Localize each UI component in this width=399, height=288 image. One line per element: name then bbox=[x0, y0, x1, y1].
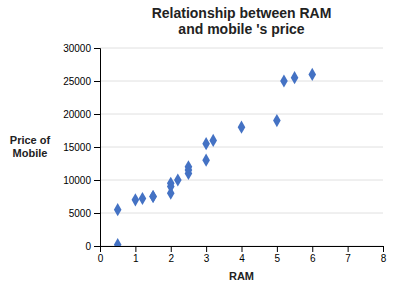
y-tick: 25000 bbox=[63, 76, 100, 87]
point bbox=[174, 173, 182, 186]
grid-line bbox=[100, 180, 383, 181]
grid-line bbox=[100, 213, 383, 214]
x-tick-label: 4 bbox=[239, 253, 245, 264]
point bbox=[209, 134, 217, 147]
x-tick-mark bbox=[135, 246, 136, 252]
x-tick: 8 bbox=[381, 246, 387, 264]
point bbox=[185, 160, 193, 173]
y-axis-title: Price ofMobile bbox=[10, 133, 51, 158]
point bbox=[273, 114, 281, 127]
point bbox=[202, 137, 210, 150]
y-tick-mark bbox=[94, 213, 100, 214]
grid-line bbox=[100, 147, 383, 148]
y-tick: 15000 bbox=[63, 142, 100, 153]
y-tick-label: 30000 bbox=[63, 43, 91, 54]
point bbox=[132, 193, 140, 206]
x-axis-line bbox=[101, 247, 384, 253]
y-tick-label: 25000 bbox=[63, 76, 91, 87]
point bbox=[114, 203, 122, 216]
point bbox=[202, 154, 210, 167]
y-tick: 30000 bbox=[63, 43, 100, 54]
x-tick-label: 5 bbox=[275, 253, 281, 264]
y-tick-mark bbox=[94, 81, 100, 82]
point bbox=[114, 238, 122, 246]
grid bbox=[100, 48, 383, 246]
x-axis-title: RAM bbox=[229, 270, 254, 282]
x-tick-mark bbox=[171, 246, 172, 252]
x-tick-mark bbox=[277, 246, 278, 252]
point bbox=[238, 121, 246, 134]
point bbox=[308, 68, 316, 81]
y-tick: 10000 bbox=[63, 175, 100, 186]
x-tick-mark bbox=[348, 246, 349, 252]
point bbox=[280, 74, 288, 87]
x-axis: 0 1 2 3 4 5 6 7 8 bbox=[98, 246, 387, 264]
y-tick-label: 15000 bbox=[63, 142, 91, 153]
x-tick-label: 1 bbox=[133, 253, 139, 264]
point bbox=[149, 190, 157, 203]
x-tick-mark bbox=[242, 246, 243, 252]
x-tick-mark bbox=[206, 246, 207, 252]
x-tick-label: 2 bbox=[168, 253, 174, 264]
title-line: and mobile 's price bbox=[178, 21, 304, 37]
y-axis-title-line: Price of bbox=[10, 133, 51, 145]
x-tick-label: 3 bbox=[204, 253, 210, 264]
points bbox=[114, 68, 316, 246]
x-tick: 5 bbox=[275, 246, 281, 264]
title: Relationship between RAMand mobile 's pr… bbox=[152, 5, 332, 37]
x-tick: 7 bbox=[345, 246, 351, 264]
x-tick-mark bbox=[383, 246, 384, 252]
x-tick-label: 6 bbox=[310, 253, 316, 264]
x-tick-label: 8 bbox=[381, 253, 387, 264]
grid-line bbox=[100, 81, 383, 82]
y-tick-label: 5000 bbox=[69, 208, 92, 219]
y-tick-mark bbox=[94, 180, 100, 181]
y-axis-line bbox=[94, 49, 101, 247]
title-line: Relationship between RAM bbox=[152, 5, 332, 21]
y-tick-mark bbox=[94, 114, 100, 115]
y-axis: 0 5000 10000 15000 20000 25000 30000 bbox=[63, 43, 100, 252]
y-tick-mark bbox=[94, 246, 100, 247]
y-tick: 0 bbox=[85, 241, 100, 252]
point bbox=[149, 190, 157, 203]
x-tick: 6 bbox=[310, 246, 316, 264]
y-tick-label: 10000 bbox=[63, 175, 91, 186]
x-tick-label: 0 bbox=[98, 253, 104, 264]
x-tick-mark bbox=[312, 246, 313, 252]
y-tick: 20000 bbox=[63, 109, 100, 120]
y-tick-mark bbox=[94, 48, 100, 49]
x-tick: 4 bbox=[239, 246, 245, 264]
point bbox=[167, 177, 175, 190]
y-tick-mark bbox=[94, 147, 100, 148]
x-tick: 0 bbox=[98, 246, 104, 264]
chart: 0 1 2 3 4 5 6 7 8 0 5000 10000 15000 20000 25000 30000 R… bbox=[0, 0, 399, 288]
x-tick: 1 bbox=[133, 246, 139, 264]
x-tick-label: 7 bbox=[345, 253, 351, 264]
y-tick-label: 20000 bbox=[63, 109, 91, 120]
x-tick: 2 bbox=[168, 246, 174, 264]
grid-line bbox=[100, 114, 383, 115]
y-tick-label: 0 bbox=[85, 241, 91, 252]
y-axis-title-line: Mobile bbox=[13, 146, 48, 158]
grid-line bbox=[100, 48, 383, 49]
plot: 0 1 2 3 4 5 6 7 8 0 5000 10000 15000 20000 25000 30000 bbox=[63, 43, 387, 264]
point bbox=[139, 192, 147, 205]
point bbox=[291, 71, 299, 84]
y-tick: 5000 bbox=[69, 208, 100, 219]
x-tick: 3 bbox=[204, 246, 210, 264]
